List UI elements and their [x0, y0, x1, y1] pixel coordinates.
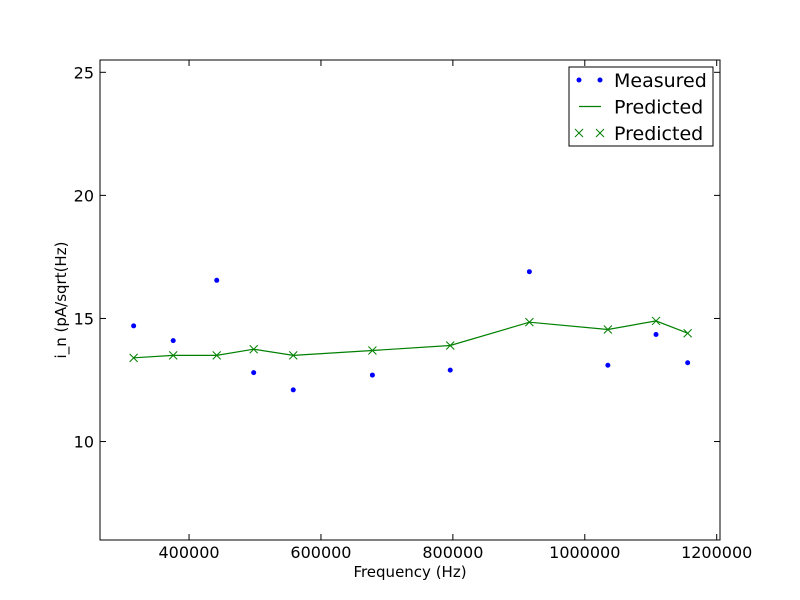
predicted-marker-stroke — [288, 351, 298, 360]
x-tick-label: 1000000 — [549, 543, 620, 562]
predicted-marker-stroke — [683, 328, 693, 338]
predicted-marker-stroke — [212, 351, 222, 360]
measured-point — [685, 360, 691, 366]
predicted-marker — [168, 351, 178, 360]
predicted-marker — [368, 346, 377, 355]
x-axis-title: Frequency (Hz) — [353, 563, 466, 581]
measured-point — [605, 362, 611, 368]
predicted-marker-stroke — [603, 325, 613, 334]
predicted-marker — [445, 341, 455, 350]
legend: Measured Predicted Predicted — [568, 66, 714, 147]
predicted-marker — [525, 317, 534, 327]
x-tick-label: 1200000 — [681, 543, 752, 562]
measured-point — [251, 370, 257, 376]
predicted-marker-stroke — [368, 346, 377, 355]
plot-area — [129, 269, 693, 393]
axes-frame — [99, 59, 721, 541]
legend-point-icon — [576, 77, 582, 83]
legend-cross-icon — [595, 128, 605, 138]
legend-label: Predicted — [614, 123, 703, 145]
measured-point — [653, 331, 659, 337]
y-tick-label: 20 — [74, 186, 94, 205]
x-tick-label: 800000 — [422, 543, 483, 562]
predicted-marker — [129, 353, 138, 363]
y-tick-label: 25 — [74, 63, 94, 82]
measured-point — [131, 323, 137, 329]
measured-point — [369, 372, 375, 378]
predicted-marker-stroke — [651, 316, 661, 326]
legend-label: Measured — [614, 70, 707, 92]
predicted-marker — [603, 325, 613, 334]
predicted-marker-stroke — [249, 344, 259, 354]
measured-point — [170, 338, 176, 344]
predicted-marker-stroke — [168, 351, 178, 360]
measured-point — [526, 269, 532, 275]
y-tick-label: 15 — [74, 309, 94, 328]
predicted-marker — [212, 351, 222, 360]
x-tick-label: 600000 — [290, 543, 351, 562]
measured-point — [214, 277, 220, 283]
legend-entry: Predicted — [579, 97, 703, 119]
axis-ticks: 400000 600000 800000 1000000 1200000 10 15 20 25 — [74, 60, 752, 562]
measured-point — [290, 387, 296, 393]
predicted-marker — [651, 316, 661, 326]
predicted-marker-stroke — [445, 341, 455, 350]
legend-point-icon — [597, 77, 603, 83]
predicted-marker-stroke — [129, 353, 138, 363]
predicted-marker — [249, 344, 259, 354]
legend-entry: Predicted — [574, 123, 703, 145]
y-tick-label: 10 — [74, 433, 94, 452]
predicted-marker — [683, 328, 693, 338]
legend-entry: Measured — [576, 70, 707, 92]
predicted-marker — [288, 351, 298, 360]
x-tick-label: 400000 — [159, 543, 220, 562]
predicted-marker-stroke — [525, 317, 534, 327]
legend-cross-icon — [574, 128, 584, 138]
legend-label: Predicted — [614, 97, 703, 119]
measured-point — [447, 367, 453, 373]
y-axis-title: i_n (pA/sqrt(Hz) — [52, 242, 71, 359]
